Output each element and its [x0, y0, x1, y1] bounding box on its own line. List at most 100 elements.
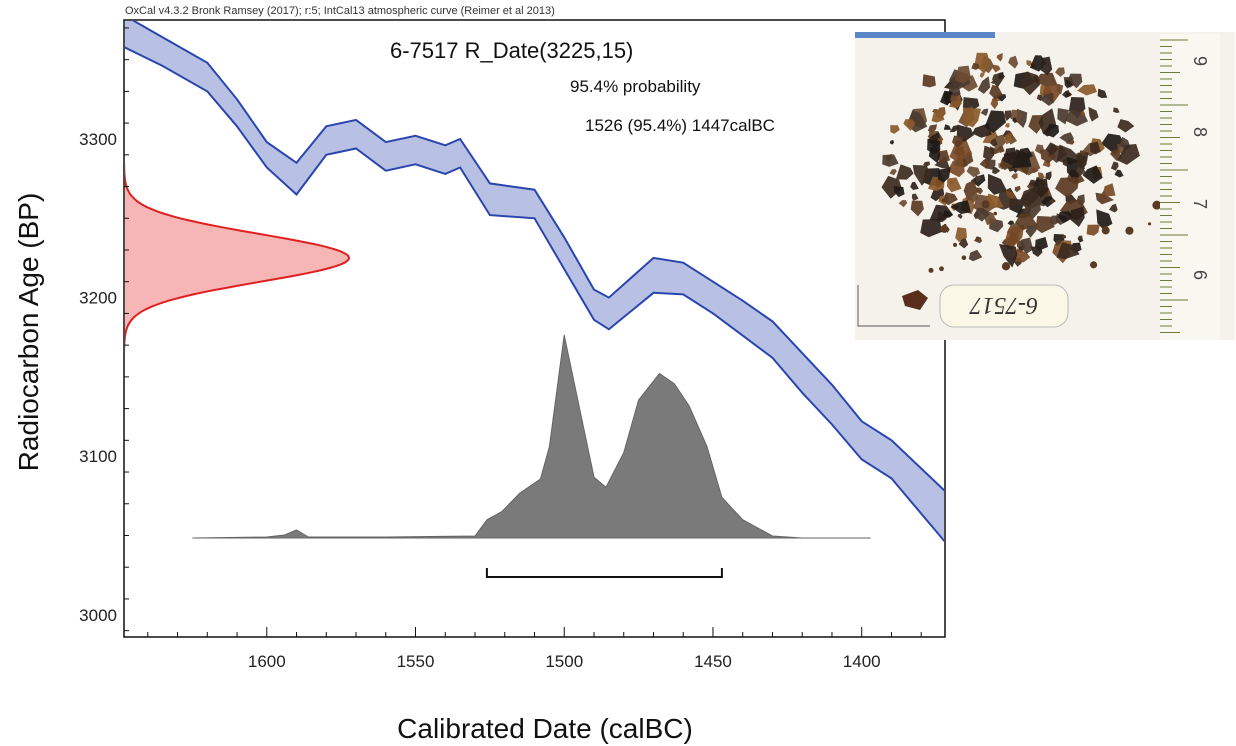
charcoal-fragment [931, 109, 945, 123]
charcoal-fragment [1117, 119, 1135, 133]
charcoal-fragment [990, 138, 998, 147]
charcoal-fragment [1090, 261, 1098, 269]
charcoal-fragment [990, 98, 999, 110]
x-tick-label: 1400 [843, 652, 881, 671]
x-tick-label: 1550 [397, 652, 435, 671]
charcoal-fragment [1065, 138, 1075, 145]
charcoal-fragment [1076, 153, 1087, 170]
charcoal-fragment [1040, 56, 1053, 76]
charcoal-fragment [979, 157, 991, 169]
charcoal-fragment [1019, 71, 1041, 96]
charcoal-fragment [1067, 73, 1083, 89]
ruler-number-9: 9 [1190, 56, 1210, 66]
charcoal-fragment [912, 165, 932, 186]
charcoal-fragment [940, 224, 949, 233]
charcoal-fragment [1001, 262, 1011, 271]
charcoal-fragment [1055, 67, 1065, 77]
charcoal-fragment [928, 146, 941, 164]
charcoal-fragment [1110, 161, 1119, 171]
charcoal-fragment [961, 255, 967, 261]
ruler-number-6: 6 [1190, 270, 1210, 280]
charcoal-fragment [1038, 172, 1045, 181]
charcoal-fragment [1062, 234, 1067, 239]
charcoal-fragment [923, 161, 930, 167]
charcoal-fragment [971, 62, 980, 70]
header-text: OxCal v4.3.2 Bronk Ramsey (2017); r:5; I… [125, 5, 555, 17]
charcoal-fragment [992, 166, 1001, 175]
y-tick-label: 3100 [79, 447, 117, 466]
charcoal-fragment [979, 72, 985, 78]
charcoal-fragment [975, 175, 982, 183]
charcoal-fragment [1080, 150, 1086, 155]
charcoal-fragment [943, 192, 958, 206]
charcoal-fragment [1064, 79, 1073, 89]
charcoal-fragment [928, 267, 934, 273]
charcoal-fragment [1117, 144, 1140, 165]
charcoal-fragment [930, 188, 945, 202]
charcoal-fragment [1095, 192, 1114, 205]
charcoal-fragment [952, 135, 964, 148]
charcoal-fragment [1020, 237, 1034, 254]
charcoal-fragment [955, 227, 967, 242]
charcoal-fragment [911, 193, 919, 201]
charcoal-fragment [1004, 147, 1017, 166]
ruler-number-8: 8 [1190, 127, 1210, 137]
charcoal-fragment [1013, 248, 1031, 263]
radiocarbon-date-outline [125, 162, 351, 354]
charcoal-fragment [949, 125, 959, 133]
charcoal-fragment [943, 210, 953, 218]
charcoal-fragment [1005, 224, 1025, 248]
charcoal-fragment [950, 94, 959, 102]
charcoal-fragment [1109, 203, 1118, 213]
photo-scale-bracket [857, 285, 930, 327]
charcoal-fragment [1056, 242, 1080, 260]
charcoal-fragment [1004, 110, 1012, 121]
charcoal-fragment [1097, 88, 1108, 98]
sample-photo: 6-7517 9 8 7 6 [855, 32, 1235, 340]
charcoal-fragment [893, 186, 905, 198]
charcoal-fragment [983, 145, 995, 162]
charcoal-fragment [895, 164, 914, 180]
charcoal-fragment [999, 244, 1018, 268]
charcoal-fragment [1043, 129, 1051, 137]
charcoal-fragment [943, 91, 953, 105]
charcoal-fragment [1041, 92, 1054, 106]
charcoal-fragment [947, 156, 965, 178]
charcoal-fragment [1008, 55, 1019, 69]
x-axis-ticks: 1600 1550 1500 1450 1400 [147, 627, 922, 671]
charcoal-fragment [1014, 185, 1021, 193]
charcoal-fragment [1070, 206, 1085, 227]
calibration-curve-upper-line [132, 21, 944, 492]
charcoal-fragment [993, 211, 998, 216]
charcoal-fragment [962, 97, 980, 112]
charcoal-fragment [889, 169, 897, 176]
chart-title: 6-7517 R_Date(3225,15) [390, 38, 633, 63]
charcoal-fragment [949, 94, 962, 109]
charcoal-fragment [1090, 141, 1101, 155]
charcoal-fragment [1077, 84, 1097, 96]
charcoal-fragment [882, 154, 899, 167]
radiocarbon-date-distribution [125, 179, 349, 337]
charcoal-fragment [1055, 177, 1080, 198]
charcoal-fragment [1101, 226, 1110, 235]
charcoal-fragment [898, 200, 908, 208]
y-axis-ticks: 3000 3100 3200 3300 [79, 27, 129, 632]
sample-label-text: 6-7517 [969, 292, 1038, 318]
charcoal-fragment [934, 179, 944, 188]
charcoal-fragment [939, 266, 944, 272]
charcoal-fragment [890, 125, 900, 134]
photo-scale-strip [855, 32, 995, 38]
charcoal-fragment [1152, 200, 1162, 210]
charcoal-fragment [1082, 165, 1103, 184]
charcoal-fragment [1077, 235, 1083, 242]
charcoal-fragment [993, 134, 1006, 152]
charcoal-fragment [966, 166, 981, 178]
charcoal-fragment [951, 200, 971, 214]
charcoal-fragment [937, 150, 951, 163]
x-axis-title: Calibrated Date (calBC) [397, 713, 693, 744]
charcoal-fragment [968, 249, 983, 262]
calibration-curve-lower-line [125, 46, 944, 543]
charcoal-fragment [974, 52, 991, 74]
charcoal-fragment [958, 237, 969, 249]
charcoal-fragment [1045, 171, 1052, 181]
